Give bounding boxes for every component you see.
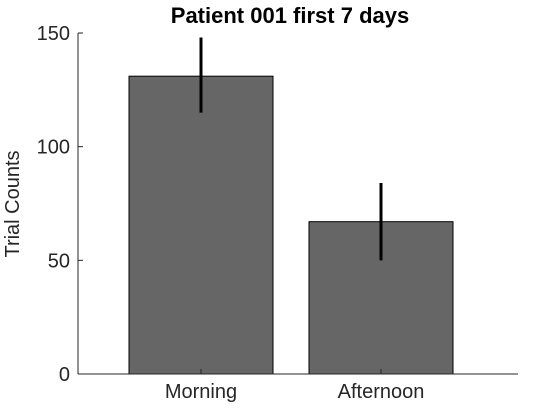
y-tick-label: 0	[59, 364, 70, 386]
y-axis-label: Trial Counts	[2, 150, 24, 257]
bar-morning	[128, 75, 274, 375]
y-tick-label: 100	[37, 137, 70, 159]
plot-area: 0 50 100 150 Morning Afternoon	[37, 23, 518, 403]
y-tick-label: 50	[48, 250, 70, 272]
chart-title: Patient 001 first 7 days	[171, 3, 409, 28]
x-tick-label: Morning	[165, 381, 237, 403]
y-tick-label: 150	[37, 23, 70, 45]
x-tick-label: Afternoon	[338, 381, 425, 403]
